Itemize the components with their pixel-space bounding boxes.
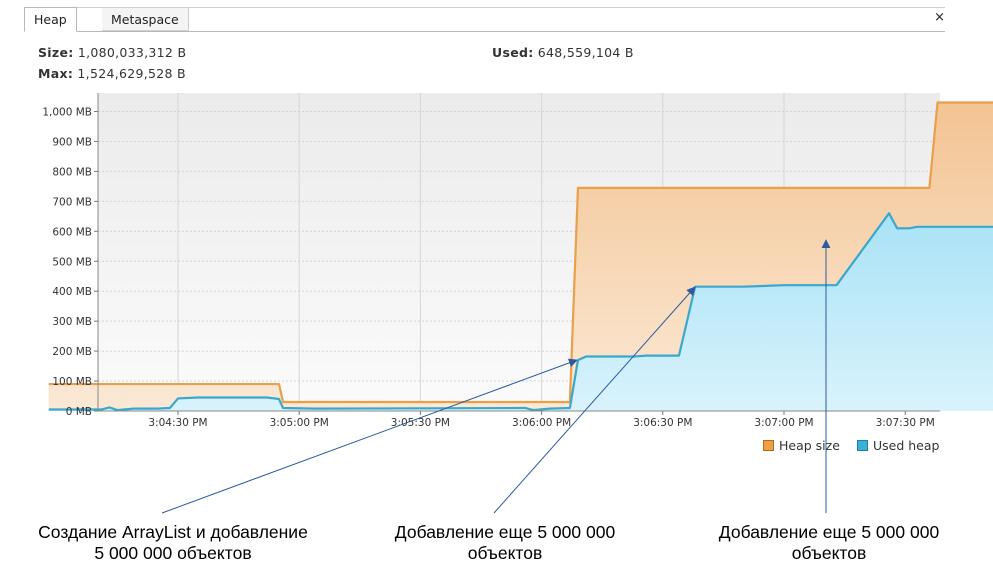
y-tick-label: 400 MB <box>52 286 92 298</box>
series-areas <box>48 101 993 412</box>
tab-heap[interactable]: Heap <box>24 7 77 32</box>
size-label: Size: <box>38 45 74 60</box>
x-tick-label: 3:05:00 PM <box>270 417 329 429</box>
used-stat: Used: 648,559,104 B <box>492 45 634 60</box>
x-tick-label: 3:05:30 PM <box>391 417 450 429</box>
annotation-2-line-1: Добавление еще 5 000 000 <box>394 522 616 542</box>
max-value: 1,524,629,528 B <box>77 66 186 81</box>
y-tick-label: 500 MB <box>52 256 92 268</box>
x-tick-label: 3:07:30 PM <box>876 417 935 429</box>
legend-heap-swatch <box>763 440 774 451</box>
y-tick-label: 1,000 MB <box>42 107 92 119</box>
y-tick-label: 900 MB <box>52 136 92 148</box>
x-tick-label: 3:07:00 PM <box>754 417 813 429</box>
heap-size-line <box>48 101 993 404</box>
max-label: Max: <box>38 66 74 81</box>
annotation-1-line-2: 5 000 000 объектов <box>94 543 252 563</box>
legend-used-swatch <box>857 440 868 451</box>
tab-bar: Heap Metaspace × <box>24 7 945 32</box>
tick-labels: 0 MB 100 MB 200 MB 300 MB 400 MB 500 MB 600 MB… <box>42 107 934 430</box>
y-tick-label: 0 MB <box>66 406 92 418</box>
legend-heap-label: Heap size <box>779 438 840 453</box>
y-tick-label: 200 MB <box>52 346 92 358</box>
annotation-3-line-2: объектов <box>791 543 867 563</box>
used-label: Used: <box>492 45 534 60</box>
annotation-arrow-2 <box>493 286 696 514</box>
y-tick-label: 800 MB <box>52 166 92 178</box>
annotation-1-line-1: Создание ArrayList и добавление <box>38 522 308 542</box>
tab-metaspace[interactable]: Metaspace <box>102 7 189 31</box>
used-heap-area <box>48 213 993 411</box>
max-stat: Max: 1,524,629,528 B <box>38 66 186 81</box>
y-tick-label: 700 MB <box>52 196 92 208</box>
y-tick-label: 100 MB <box>52 376 92 388</box>
x-tick-label: 3:04:30 PM <box>148 417 207 429</box>
size-value: 1,080,033,312 B <box>77 45 187 60</box>
size-stat: Size: 1,080,033,312 B <box>38 45 186 60</box>
annotation-1: Создание ArrayList и добавление 5 000 00… <box>18 522 328 564</box>
x-tick-label: 3:06:00 PM <box>512 417 571 429</box>
y-tick-label: 600 MB <box>52 226 92 238</box>
annotation-2: Добавление еще 5 000 000 объектов <box>370 522 640 564</box>
annotation-2-line-2: объектов <box>467 543 543 563</box>
axes <box>94 93 940 415</box>
used-heap-line <box>48 212 993 412</box>
annotation-3-line-1: Добавление еще 5 000 000 <box>718 522 940 542</box>
annotation-arrow-1 <box>161 358 578 514</box>
x-tick-label: 3:06:30 PM <box>633 417 692 429</box>
annotation-arrows <box>161 239 831 514</box>
used-value: 648,559,104 B <box>537 45 634 60</box>
annotation-3: Добавление еще 5 000 000 объектов <box>700 522 958 564</box>
close-icon[interactable]: × <box>934 10 945 25</box>
y-tick-label: 300 MB <box>52 316 92 328</box>
legend-used-label: Used heap <box>873 438 940 453</box>
